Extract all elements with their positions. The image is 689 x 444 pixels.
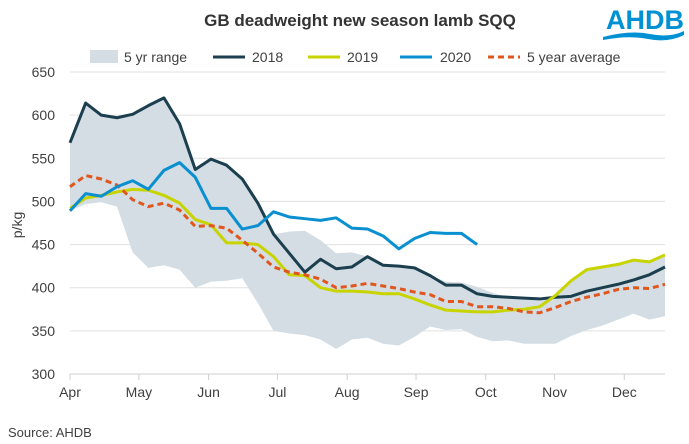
series-line-5-year-average bbox=[69, 174, 666, 315]
x-tick-label: Jun bbox=[197, 384, 220, 400]
x-tick-label: Sep bbox=[404, 384, 429, 400]
logo-text: AHDB bbox=[606, 5, 684, 35]
legend-swatch-range bbox=[90, 50, 118, 63]
y-tick-label: 350 bbox=[32, 323, 56, 339]
x-tick-label: Dec bbox=[612, 384, 637, 400]
y-tick-label: 550 bbox=[32, 150, 56, 166]
legend-label-2019: 2019 bbox=[347, 49, 378, 65]
logo-wave bbox=[603, 31, 684, 41]
x-tick-label: Aug bbox=[335, 384, 360, 400]
legend-label-range: 5 yr range bbox=[124, 49, 187, 65]
x-tick-label: May bbox=[126, 384, 152, 400]
y-tick-label: 400 bbox=[32, 280, 56, 296]
legend-label-5yr-average: 5 year average bbox=[527, 49, 621, 65]
legend-label-2018: 2018 bbox=[252, 49, 283, 65]
y-tick-label: 300 bbox=[32, 366, 56, 382]
y-tick-label: 450 bbox=[32, 237, 56, 253]
x-tick-label: Nov bbox=[542, 384, 567, 400]
chart-title: GB deadweight new season lamb SQQ bbox=[204, 11, 516, 30]
x-tick-label: Jul bbox=[269, 384, 287, 400]
y-axis-label: p/kg bbox=[9, 212, 25, 238]
y-tick-label: 600 bbox=[32, 107, 56, 123]
series-line-2019 bbox=[69, 187, 666, 314]
series-line-2018 bbox=[68, 96, 666, 301]
y-tick-label: 500 bbox=[32, 193, 56, 209]
y-tick-label: 650 bbox=[32, 64, 56, 80]
x-tick-label: Apr bbox=[59, 384, 81, 400]
ahdb-logo: AHDB bbox=[603, 5, 684, 41]
x-tick-label: Oct bbox=[475, 384, 497, 400]
legend: 5 yr range 2018 2019 2020 5 year average bbox=[90, 49, 621, 65]
range-band bbox=[70, 97, 665, 349]
legend-label-2020: 2020 bbox=[440, 49, 471, 65]
series-line-2020 bbox=[68, 161, 478, 251]
source-note: Source: AHDB bbox=[8, 425, 92, 440]
